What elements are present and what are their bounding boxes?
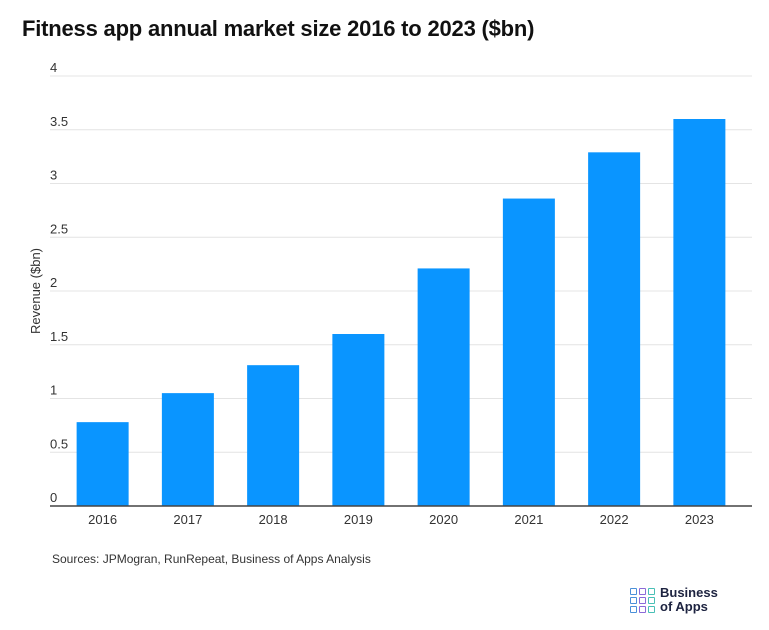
y-tick-label: 2.5 xyxy=(50,221,68,236)
bar-2016 xyxy=(76,422,129,506)
logo-square xyxy=(639,605,646,613)
y-tick-label: 3.5 xyxy=(50,114,68,129)
source-note: Sources: JPMogran, RunRepeat, Business o… xyxy=(52,552,371,566)
chart-title: Fitness app annual market size 2016 to 2… xyxy=(22,16,535,41)
x-tick-label: 2021 xyxy=(514,512,543,527)
logo-square xyxy=(648,587,655,595)
gridlines xyxy=(50,75,752,453)
logo-square xyxy=(648,605,655,613)
y-tick-label: 3 xyxy=(50,168,57,183)
bar-2022 xyxy=(588,152,641,506)
bar-2019 xyxy=(332,334,385,506)
logo-square xyxy=(648,596,655,604)
x-tick-label: 2020 xyxy=(429,512,458,527)
x-tick-label: 2023 xyxy=(685,512,714,527)
bar-2017 xyxy=(161,393,214,506)
logo-square xyxy=(630,596,637,604)
y-tick-label: 4 xyxy=(50,60,57,75)
y-axis-title: Revenue ($bn) xyxy=(28,248,43,334)
bar-chart: 00.511.522.533.54 2016 2017 2018 2019 2020 20… xyxy=(28,60,752,527)
logo-line-2: of Apps xyxy=(660,599,708,614)
y-tick-label: 1.5 xyxy=(50,329,68,344)
logo-grid-icon xyxy=(630,587,655,613)
logo-square xyxy=(639,587,646,595)
logo-square xyxy=(630,605,637,613)
logo-line-1: Business xyxy=(660,585,718,600)
y-tick-label: 0.5 xyxy=(50,436,68,451)
x-tick-label: 2017 xyxy=(173,512,202,527)
bar-2020 xyxy=(417,268,470,506)
y-tick-label: 1 xyxy=(50,383,57,398)
logo-square xyxy=(630,587,637,595)
x-tick-label: 2022 xyxy=(600,512,629,527)
bars xyxy=(76,119,726,507)
y-tick-label: 2 xyxy=(50,275,57,290)
logo-square xyxy=(639,596,646,604)
x-tick-labels: 2016 2017 2018 2019 2020 2021 2022 2023 xyxy=(88,512,714,527)
x-tick-label: 2016 xyxy=(88,512,117,527)
business-of-apps-logo: Business of Apps xyxy=(630,586,718,614)
x-tick-label: 2018 xyxy=(259,512,288,527)
y-tick-labels: 0 0.5 1 1.5 2 2.5 3 3.5 4 xyxy=(50,60,68,505)
bar-2018 xyxy=(247,365,300,506)
y-tick-label: 0 xyxy=(50,490,57,505)
bar-2023 xyxy=(673,119,726,506)
logo-text: Business of Apps xyxy=(660,586,718,614)
bar-2021 xyxy=(502,198,555,507)
x-tick-label: 2019 xyxy=(344,512,373,527)
